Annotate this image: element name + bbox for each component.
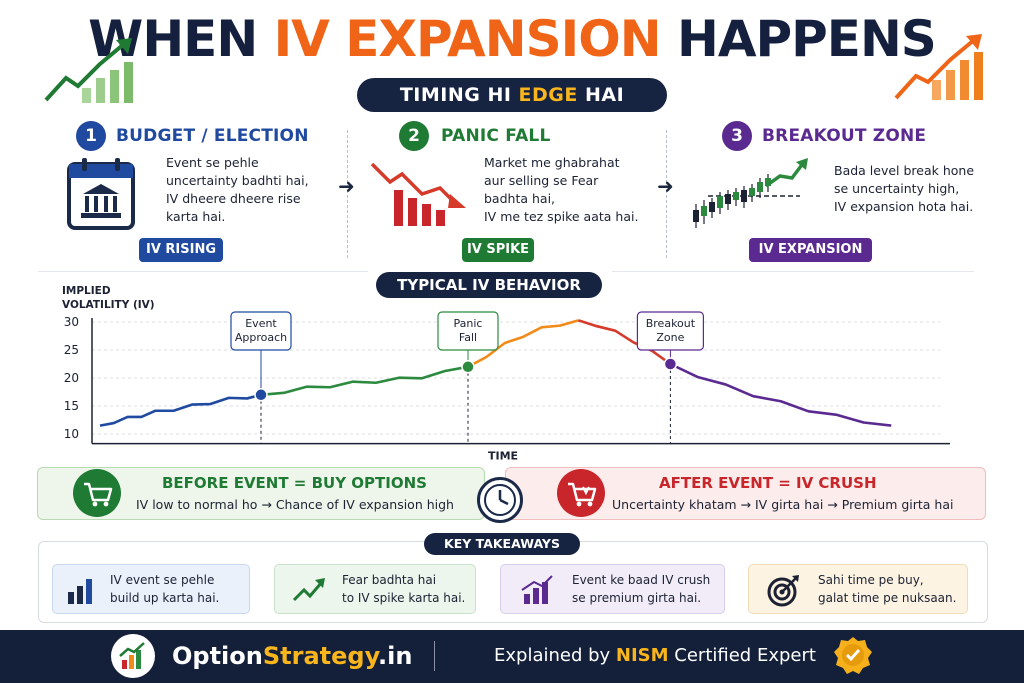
clock-icon bbox=[477, 477, 523, 523]
separator-line bbox=[38, 271, 368, 272]
chart-title-pill: TYPICAL IV BEHAVIOR bbox=[376, 272, 602, 298]
section-3-text: Bada level break hone se uncertainty high… bbox=[834, 163, 975, 214]
before-event-title: BEFORE EVENT = BUY OPTIONS bbox=[162, 474, 427, 492]
tag-iv-spike: IV SPIKE bbox=[462, 238, 534, 262]
section-2-title: PANIC FALL bbox=[441, 126, 551, 146]
certified-expert-line: Explained by NISM Certified Expert bbox=[494, 645, 816, 666]
event-callout bbox=[636, 311, 705, 351]
trend-up-icon bbox=[292, 578, 325, 602]
target-icon bbox=[767, 575, 799, 607]
footer-divider bbox=[434, 641, 435, 671]
section-3-title: BREAKOUT ZONE bbox=[762, 126, 927, 146]
y-tick-label: 30 bbox=[64, 315, 79, 329]
falling-bars-icon bbox=[370, 162, 466, 226]
series-line bbox=[99, 393, 262, 427]
event-label: Approach bbox=[235, 331, 287, 344]
event-marker bbox=[254, 388, 268, 402]
section-2-text: Market me ghabrahat aur selling se Fear ba… bbox=[484, 155, 639, 224]
section-1-number: 1 bbox=[76, 121, 106, 151]
certified-badge-icon bbox=[834, 637, 872, 674]
series-line bbox=[669, 362, 892, 427]
section-2-number: 2 bbox=[399, 121, 429, 151]
event-marker bbox=[461, 360, 475, 374]
separator-line bbox=[612, 271, 974, 272]
tag-iv-rising: IV RISING bbox=[139, 238, 223, 262]
bar-chart-icon bbox=[68, 579, 92, 604]
event-label: Breakout bbox=[646, 317, 696, 330]
after-event-title: AFTER EVENT = IV CRUSH bbox=[659, 474, 877, 492]
event-label: Fall bbox=[459, 331, 477, 344]
section-3-number: 3 bbox=[722, 121, 752, 151]
subtitle-pill: TIMING HI EDGE HAI bbox=[357, 78, 667, 112]
y-tick-label: 25 bbox=[64, 343, 79, 357]
arrow-right-icon: ➜ bbox=[657, 174, 674, 198]
page-title: WHEN IV EXPANSION HAPPENS bbox=[88, 10, 937, 68]
event-marker bbox=[663, 357, 678, 371]
bar-arrow-icon bbox=[521, 575, 553, 604]
takeaway-card bbox=[52, 564, 250, 614]
section-1-text: Event se pehle uncertainty badhti hai, IV … bbox=[166, 155, 309, 224]
tag-iv-expansion: IV EXPANSION bbox=[749, 238, 872, 262]
takeaway-text: Sahi time pe buy, galat time pe nuksaan. bbox=[818, 573, 957, 605]
cart-down-icon bbox=[557, 469, 605, 517]
series-line bbox=[578, 319, 672, 366]
section-1-title: BUDGET / ELECTION bbox=[116, 126, 309, 146]
series-line bbox=[260, 365, 469, 397]
section-divider bbox=[347, 130, 348, 258]
y-axis-label: IMPLIED VOLATILITY (IV) bbox=[62, 285, 155, 311]
arrow-right-icon: ➜ bbox=[338, 174, 355, 198]
chart-logo-icon bbox=[111, 634, 155, 678]
event-label: Panic bbox=[454, 317, 483, 330]
growth-chart-left-icon bbox=[44, 38, 133, 103]
event-callout bbox=[437, 311, 499, 351]
y-tick-label: 10 bbox=[64, 427, 79, 441]
candlestick-breakout-icon bbox=[693, 158, 808, 228]
takeaway-text: IV event se pehle build up karta hai. bbox=[110, 573, 220, 605]
calendar-bank-icon bbox=[67, 158, 135, 230]
takeaway-text: Fear badhta hai to IV spike karta hai. bbox=[342, 573, 466, 605]
growth-chart-right-icon bbox=[894, 34, 983, 100]
y-tick-label: 15 bbox=[64, 399, 79, 413]
event-callout bbox=[230, 311, 292, 351]
event-label: Event bbox=[245, 317, 277, 330]
after-event-text: Uncertainty khatam → IV girta hai → Prem… bbox=[612, 497, 954, 512]
section-divider bbox=[666, 130, 667, 258]
y-tick-label: 20 bbox=[64, 371, 79, 385]
brand-name: OptionStrategy.in bbox=[172, 642, 413, 670]
before-event-text: IV low to normal ho → Chance of IV expan… bbox=[136, 497, 454, 512]
key-takeaways-label: KEY TAKEAWAYS bbox=[424, 533, 580, 555]
takeaway-text: Event ke baad IV crush se premium girta h… bbox=[572, 573, 711, 605]
takeaway-card bbox=[274, 564, 476, 614]
x-axis-label: TIME bbox=[488, 450, 518, 463]
event-label: Zone bbox=[656, 331, 684, 344]
series-line bbox=[467, 319, 579, 368]
cart-icon bbox=[73, 469, 121, 517]
